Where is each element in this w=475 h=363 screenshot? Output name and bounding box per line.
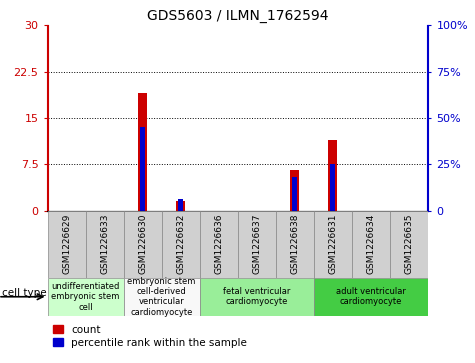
Bar <box>276 211 314 278</box>
Bar <box>292 177 296 211</box>
Bar <box>328 140 337 211</box>
Bar <box>200 211 238 278</box>
Text: GSM1226637: GSM1226637 <box>252 214 261 274</box>
Bar <box>178 199 182 211</box>
Legend: count, percentile rank within the sample: count, percentile rank within the sample <box>53 325 247 348</box>
Text: GSM1226636: GSM1226636 <box>214 214 223 274</box>
Bar <box>352 211 390 278</box>
Text: GSM1226633: GSM1226633 <box>100 214 109 274</box>
Bar <box>290 170 299 211</box>
Text: undifferentiated
embryonic stem
cell: undifferentiated embryonic stem cell <box>51 282 120 312</box>
Bar <box>314 211 352 278</box>
Bar <box>330 164 334 211</box>
Bar <box>176 201 185 211</box>
Text: GSM1226638: GSM1226638 <box>290 214 299 274</box>
Bar <box>124 211 162 278</box>
Bar <box>390 211 428 278</box>
Title: GDS5603 / ILMN_1762594: GDS5603 / ILMN_1762594 <box>147 9 328 23</box>
Text: cell type: cell type <box>2 288 47 298</box>
Text: GSM1226632: GSM1226632 <box>176 214 185 274</box>
Bar <box>48 211 86 278</box>
Text: fetal ventricular
cardiomyocyte: fetal ventricular cardiomyocyte <box>223 287 290 306</box>
Bar <box>238 211 276 278</box>
Bar <box>314 278 428 316</box>
Text: GSM1226629: GSM1226629 <box>62 214 71 274</box>
Bar <box>162 211 199 278</box>
Text: GSM1226631: GSM1226631 <box>328 214 337 274</box>
Bar <box>138 93 147 211</box>
Text: GSM1226634: GSM1226634 <box>366 214 375 274</box>
Bar <box>140 127 144 211</box>
Bar <box>200 278 314 316</box>
Bar <box>48 278 124 316</box>
Bar <box>124 278 200 316</box>
Text: embryonic stem
cell-derived
ventricular
cardiomyocyte: embryonic stem cell-derived ventricular … <box>127 277 196 317</box>
Text: GSM1226635: GSM1226635 <box>404 214 413 274</box>
Text: GSM1226630: GSM1226630 <box>138 214 147 274</box>
Text: adult ventricular
cardiomyocyte: adult ventricular cardiomyocyte <box>335 287 406 306</box>
Bar <box>86 211 124 278</box>
